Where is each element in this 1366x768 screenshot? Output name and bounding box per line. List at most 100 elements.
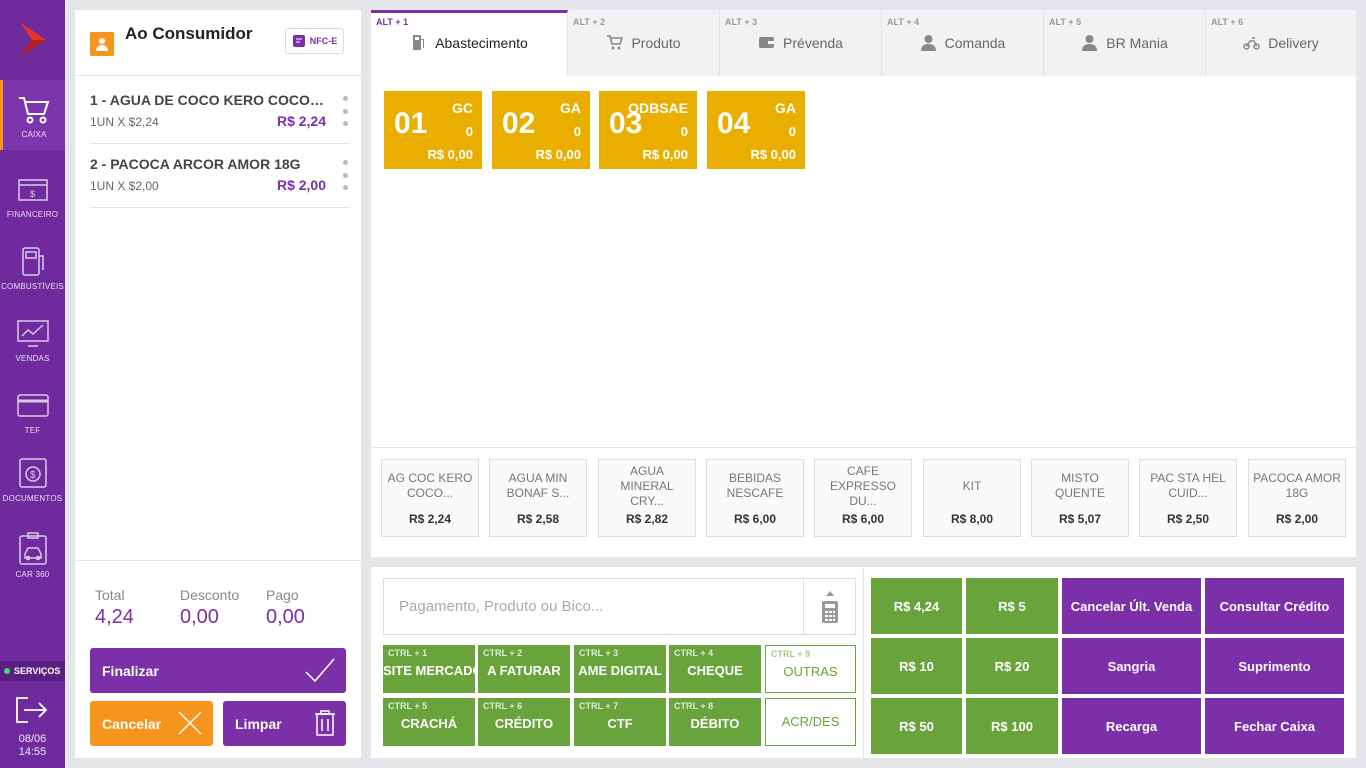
product-card[interactable]: BEBIDAS NESCAFE R$ 6,00 [706, 459, 804, 537]
search-input[interactable] [384, 579, 804, 634]
main-panel: ALT + 1 Abastecimento ALT + 2 Produto AL… [371, 10, 1356, 557]
product-card[interactable]: CAFE EXPRESSO DU... R$ 6,00 [814, 459, 912, 537]
more-options-icon[interactable] [340, 160, 350, 190]
paid-value: 0,00 [266, 606, 305, 628]
tab-shortcut: ALT + 2 [573, 17, 606, 27]
pump-card[interactable]: 01 GC 0 R$ 0,00 [384, 91, 482, 169]
tab-abastecimento[interactable]: ALT + 1 Abastecimento [371, 10, 568, 76]
pump-number: 03 [609, 107, 643, 140]
status-dot-icon [4, 668, 10, 674]
customer-name[interactable]: Ao Consumidor [125, 24, 253, 43]
pump-card[interactable]: 02 GA 0 R$ 0,00 [492, 91, 590, 169]
tab-comanda[interactable]: ALT + 4 Comanda [882, 10, 1044, 76]
cancel-button[interactable]: Cancelar [90, 701, 213, 746]
tab-br-mania[interactable]: ALT + 5 BR Mania [1044, 10, 1206, 76]
quick-amount-button[interactable]: R$ 100 [966, 698, 1058, 754]
tab-label: Prévenda [783, 34, 843, 51]
sidebar-item-tef[interactable]: TEF [0, 376, 65, 446]
clear-button[interactable]: Limpar [223, 701, 346, 746]
tab-shortcut: ALT + 5 [1049, 17, 1082, 27]
document-money-icon: $ [18, 457, 47, 488]
quick-amount-button[interactable]: R$ 4,24 [871, 578, 962, 634]
product-price: R$ 8,00 [950, 512, 994, 526]
shortcut-label: CTRL + 5 [388, 701, 428, 711]
sidebar-item-financeiro[interactable]: $ FINANCEIRO [0, 160, 65, 230]
cart-item-name: 1 - AGUA DE COCO KERO COCO ... [90, 92, 325, 108]
tab-prevenda[interactable]: ALT + 3 Prévenda [720, 10, 882, 76]
product-card[interactable]: KIT R$ 8,00 [923, 459, 1021, 537]
payment-method-button[interactable]: CTRL + 6 CRÉDITO [478, 698, 570, 746]
services-status[interactable]: SERVIÇOS [0, 661, 65, 681]
pump-card[interactable]: 03 ODBSAE 0 R$ 0,00 [599, 91, 697, 169]
more-options-icon[interactable] [340, 96, 350, 126]
product-price: R$ 6,00 [841, 512, 885, 526]
supply-button[interactable]: Suprimento [1205, 638, 1344, 694]
payment-method-button[interactable]: CTRL + 4 CHEQUE [669, 645, 761, 693]
pump-value: R$ 0,00 [642, 147, 688, 162]
product-card[interactable]: AGUA MINERAL CRY... R$ 2,82 [598, 459, 696, 537]
shopping-cart-icon [607, 35, 624, 50]
sidebar-item-label: COMBUSTÍVEIS [1, 281, 64, 291]
pump-value: R$ 0,00 [535, 147, 581, 162]
sidebar-item-caixa[interactable]: CAIXA [0, 80, 65, 150]
calculator-icon[interactable] [803, 579, 855, 634]
payment-method-button[interactable]: CTRL + 3 AME DIGITAL [574, 645, 666, 693]
product-price: R$ 2,58 [516, 512, 560, 526]
customer-icon[interactable] [90, 32, 114, 56]
withdrawal-button[interactable]: Sangria [1062, 638, 1201, 694]
quick-amount-button[interactable]: R$ 5 [966, 578, 1058, 634]
sidebar-item-car360[interactable]: CAR 360 [0, 520, 65, 590]
cancel-last-sale-button[interactable]: Cancelar Últ. Venda [1062, 578, 1201, 634]
wallet-icon [759, 37, 775, 48]
payment-method-button[interactable]: CTRL + 7 CTF [574, 698, 666, 746]
tab-delivery[interactable]: ALT + 6 Delivery [1206, 10, 1356, 76]
other-payments-button[interactable]: CTRL + 9 OUTRAS [765, 645, 856, 693]
payment-method-button[interactable]: CTRL + 2 A FATURAR [478, 645, 570, 693]
brand-logo-icon[interactable] [0, 0, 65, 78]
sidebar: CAIXA $ FINANCEIRO COMBUSTÍVEIS VENDAS T… [0, 0, 65, 768]
product-card[interactable]: PACOCA AMOR 18G R$ 2,00 [1248, 459, 1346, 537]
finalize-button[interactable]: Finalizar [90, 648, 346, 693]
svg-text:$: $ [30, 470, 36, 481]
quick-amount-button[interactable]: R$ 10 [871, 638, 962, 694]
divider [863, 567, 864, 758]
services-label: SERVIÇOS [14, 666, 61, 676]
fuel-pump-icon [413, 35, 425, 50]
surcharge-discount-button[interactable]: ACR/DES [765, 698, 856, 746]
product-card[interactable]: AG COC KERO COCO... R$ 2,24 [381, 459, 479, 537]
close-register-button[interactable]: Fechar Caixa [1205, 698, 1344, 754]
sidebar-item-documentos[interactable]: $ DOCUMENTOS [0, 444, 65, 514]
cart-item[interactable]: 1 - AGUA DE COCO KERO COCO ... 1UN X $2,… [90, 84, 350, 144]
total-block: Total 4,24 [95, 587, 134, 629]
recharge-button[interactable]: Recarga [1062, 698, 1201, 754]
product-price: R$ 2,00 [1275, 512, 1319, 526]
check-credit-button[interactable]: Consultar Crédito [1205, 578, 1344, 634]
discount-block: Desconto 0,00 [180, 587, 239, 629]
fuel-pump-icon [21, 246, 44, 276]
product-name: PAC STA HEL CUID... [1150, 471, 1226, 500]
quick-amount-button[interactable]: R$ 50 [871, 698, 962, 754]
pump-fuel: GC [452, 100, 473, 116]
cart-item[interactable]: 2 - PACOCA ARCOR AMOR 18G 1UN X $2,00 R$… [90, 148, 350, 208]
pump-card[interactable]: 04 GA 0 R$ 0,00 [707, 91, 805, 169]
payment-method-button[interactable]: CTRL + 1 SITE MERCADO [383, 645, 483, 693]
nfce-button[interactable]: NFC-E [285, 28, 344, 54]
cart-item-price: R$ 2,00 [276, 177, 326, 193]
tab-produto[interactable]: ALT + 2 Produto [568, 10, 720, 76]
payment-method-label: CTF [607, 716, 633, 731]
product-card[interactable]: PAC STA HEL CUID... R$ 2,50 [1139, 459, 1237, 537]
payment-method-button[interactable]: CTRL + 8 DÉBITO [669, 698, 761, 746]
logout-icon[interactable] [14, 694, 50, 726]
tab-label: Delivery [1268, 34, 1319, 51]
tab-label: Abastecimento [435, 34, 528, 51]
pump-value: R$ 0,00 [427, 147, 473, 162]
sidebar-item-vendas[interactable]: VENDAS [0, 304, 65, 374]
sidebar-item-combustiveis[interactable]: COMBUSTÍVEIS [0, 232, 65, 302]
product-card[interactable]: MISTO QUENTE R$ 5,07 [1031, 459, 1129, 537]
quick-amount-button[interactable]: R$ 20 [966, 638, 1058, 694]
product-price: R$ 6,00 [733, 512, 777, 526]
payment-method-button[interactable]: CTRL + 5 CRACHÁ [383, 698, 475, 746]
product-name: PACOCA AMOR 18G [1253, 471, 1341, 500]
product-card[interactable]: AGUA MIN BONAF S... R$ 2,58 [489, 459, 587, 537]
tab-shortcut: ALT + 6 [1211, 17, 1244, 27]
